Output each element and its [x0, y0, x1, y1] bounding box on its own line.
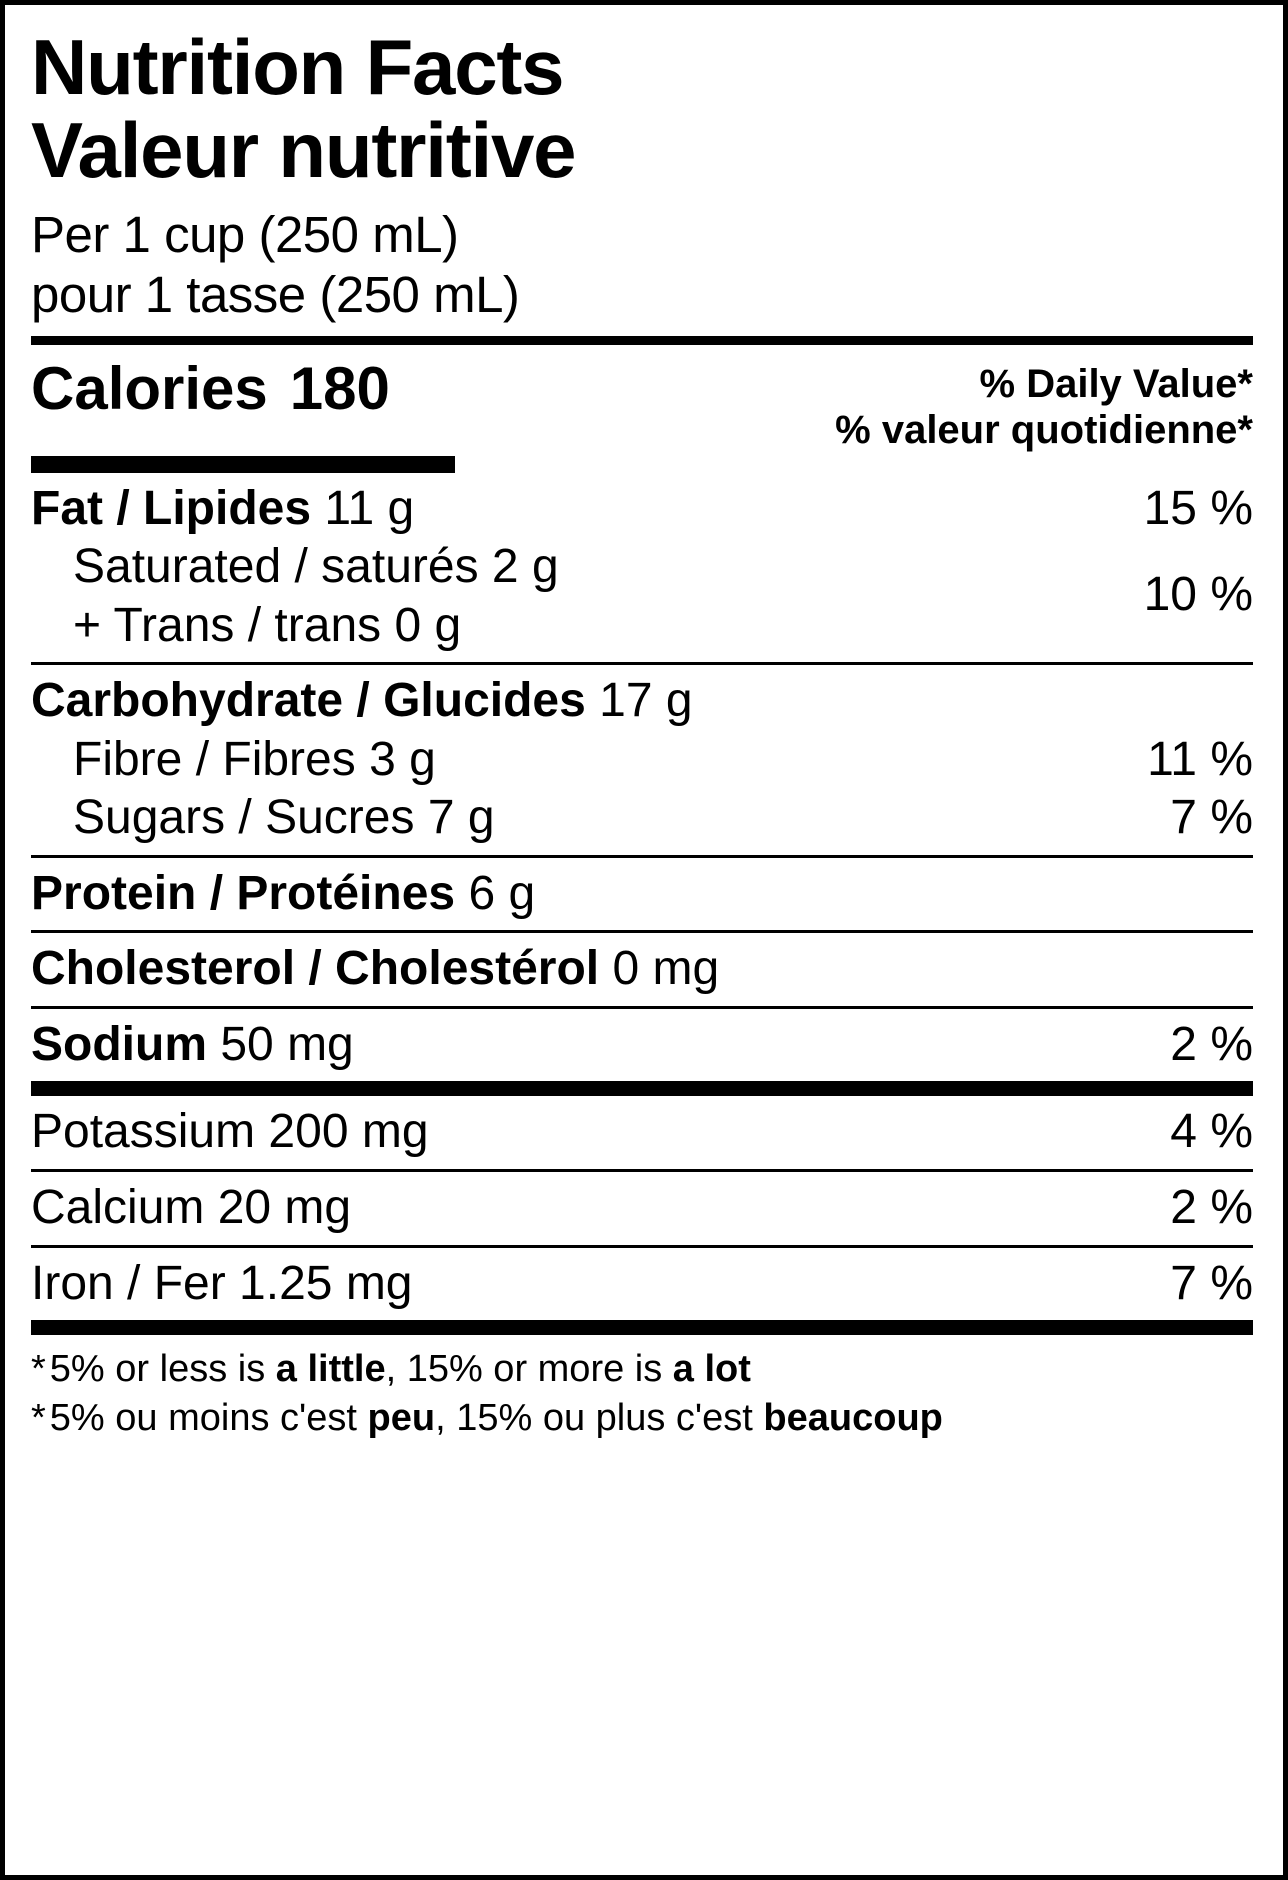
footnote-fr-part1: 5% ou moins c'est: [49, 1397, 368, 1440]
title-french: Valeur nutritive: [31, 106, 577, 195]
protein-amount: 6 g: [468, 866, 536, 920]
table-row-potassium: Potassium 200 mg 4 %: [31, 1096, 1253, 1169]
sugars-daily-value: 7 %: [1170, 791, 1253, 845]
rule-below-cholesterol: [31, 1005, 1253, 1009]
table-row-fat: Fat / Lipides 11 g: [31, 473, 1120, 539]
saturated-name: Saturated / saturés 2 g: [73, 538, 559, 597]
cholesterol-amount: 0 mg: [612, 942, 720, 996]
cholesterol-name: Cholesterol / Cholestérol 0 mg: [31, 940, 719, 999]
cholesterol-label: Cholesterol / Cholestérol: [31, 942, 600, 996]
footnote-fr-part2: , 15% ou plus c'est: [435, 1397, 764, 1440]
fibre-daily-value: 11 %: [1147, 732, 1253, 786]
saturated-amount: 2 g: [491, 540, 559, 594]
fat-daily-value: 15 %: [1143, 481, 1253, 535]
trans-name: + Trans / trans 0 g: [73, 597, 461, 656]
footnote-en-bold2: a lot: [672, 1348, 751, 1391]
sodium-label: Sodium: [31, 1017, 207, 1071]
table-row-protein: Protein / Protéines 6 g: [31, 858, 1253, 931]
sugars-amount: 7 g: [427, 791, 495, 845]
footnote-en-bold1: a little: [275, 1348, 386, 1391]
calories-value: 180: [289, 354, 390, 422]
footnote-star-french: *: [31, 1397, 46, 1440]
footnotes: * 5% or less is a little, 15% or more is …: [31, 1335, 1253, 1444]
trans-label: + Trans / trans: [73, 598, 382, 652]
calcium-daily-value: 2 %: [1170, 1181, 1253, 1234]
carbohydrate-amount: 17 g: [599, 674, 693, 728]
table-row-carbohydrate: Carbohydrate / Glucides 17 g: [31, 665, 1253, 731]
table-row-iron: Iron / Fer 1.25 mg 7 %: [31, 1248, 1253, 1321]
sugars-name: Sugars / Sucres 7 g: [73, 789, 495, 848]
daily-value-header-english: % Daily Value*: [979, 361, 1253, 406]
saturated-label: Saturated / saturés: [73, 540, 479, 594]
rule-below-potassium: [31, 1169, 1253, 1172]
fibre-name: Fibre / Fibres 3 g: [73, 731, 436, 790]
sugars-label: Sugars / Sucres: [73, 791, 415, 845]
rule-below-carbohydrate-group: [31, 854, 1253, 858]
serving-size-english: Per 1 cup (250 mL): [31, 206, 459, 264]
daily-value-header-french: % valeur quotidienne*: [835, 408, 1253, 453]
fat-group-left: Fat / Lipides 11 g Saturated / saturés 2…: [31, 473, 1120, 663]
footnote-french: * 5% ou moins c'est peu, 15% ou plus c'es…: [31, 1394, 1253, 1443]
potassium-daily-value: 4 %: [1170, 1105, 1253, 1159]
footnote-fr-bold2: beaucoup: [763, 1397, 943, 1440]
potassium-name: Potassium 200 mg: [31, 1105, 429, 1159]
calories-label: Calories: [31, 354, 268, 422]
sodium-daily-value: 2 %: [1170, 1017, 1253, 1071]
sodium-amount: 50 mg: [220, 1017, 354, 1071]
table-row-sodium: Sodium 50 mg 2 %: [31, 1009, 1253, 1082]
calcium-name: Calcium 20 mg: [31, 1181, 352, 1234]
fat-group-right: 15 % 10 %: [1120, 473, 1253, 663]
carbohydrate-label: Carbohydrate / Glucides: [31, 674, 586, 728]
table-row-fibre: Fibre / Fibres 3 g 11 %: [31, 731, 1253, 790]
fat-label: Fat / Lipides: [31, 481, 312, 535]
table-row-trans: + Trans / trans 0 g: [31, 597, 1120, 663]
fat-amount: 11 g: [324, 481, 415, 535]
calories-block: Calories 180 % Daily Value* % valeur quot…: [31, 355, 1253, 454]
rule-below-serving: [31, 335, 1253, 345]
iron-daily-value: 7 %: [1170, 1256, 1253, 1310]
serving-size-french: pour 1 tasse (250 mL): [31, 265, 520, 323]
calories-line: Calories 180: [31, 355, 390, 422]
fibre-amount: 3 g: [369, 732, 436, 786]
trans-amount: 0 g: [394, 598, 462, 652]
fat-name: Fat / Lipides 11 g: [31, 473, 414, 539]
protein-name: Protein / Protéines 6 g: [31, 865, 535, 924]
rule-below-protein: [31, 930, 1253, 934]
footnote-star-english: *: [31, 1348, 46, 1391]
table-row-saturated: Saturated / saturés 2 g: [31, 538, 1120, 597]
rule-below-calcium: [31, 1244, 1253, 1248]
title-english: Nutrition Facts: [31, 23, 565, 111]
fibre-label: Fibre / Fibres: [73, 732, 356, 786]
table-row-cholesterol: Cholesterol / Cholestérol 0 mg: [31, 933, 1253, 1006]
iron-name: Iron / Fer 1.25 mg: [31, 1256, 413, 1310]
saturated-trans-daily-value: 10 %: [1143, 567, 1253, 621]
rule-below-fat-group: [31, 662, 1253, 666]
rule-below-calories: [31, 455, 455, 473]
table-row-calcium: Calcium 20 mg 2 %: [31, 1172, 1253, 1245]
footnote-en-part2: , 15% or more is: [385, 1348, 673, 1391]
footnote-english: * 5% or less is a little, 15% or more is …: [31, 1345, 1253, 1394]
table-row-sugars: Sugars / Sucres 7 g 7 %: [31, 789, 1253, 855]
carbohydrate-name: Carbohydrate / Glucides 17 g: [31, 665, 693, 731]
sodium-name: Sodium 50 mg: [31, 1016, 354, 1075]
rule-below-iron: [31, 1320, 1253, 1336]
protein-label: Protein / Protéines: [31, 866, 456, 920]
footnote-en-part1: 5% or less is: [49, 1348, 276, 1391]
fat-group: Fat / Lipides 11 g Saturated / saturés 2…: [31, 473, 1253, 663]
rule-below-sodium: [31, 1081, 1253, 1097]
daily-value-header: % Daily Value* % valeur quotidienne*: [835, 355, 1253, 454]
footnote-fr-bold1: peu: [367, 1397, 436, 1440]
